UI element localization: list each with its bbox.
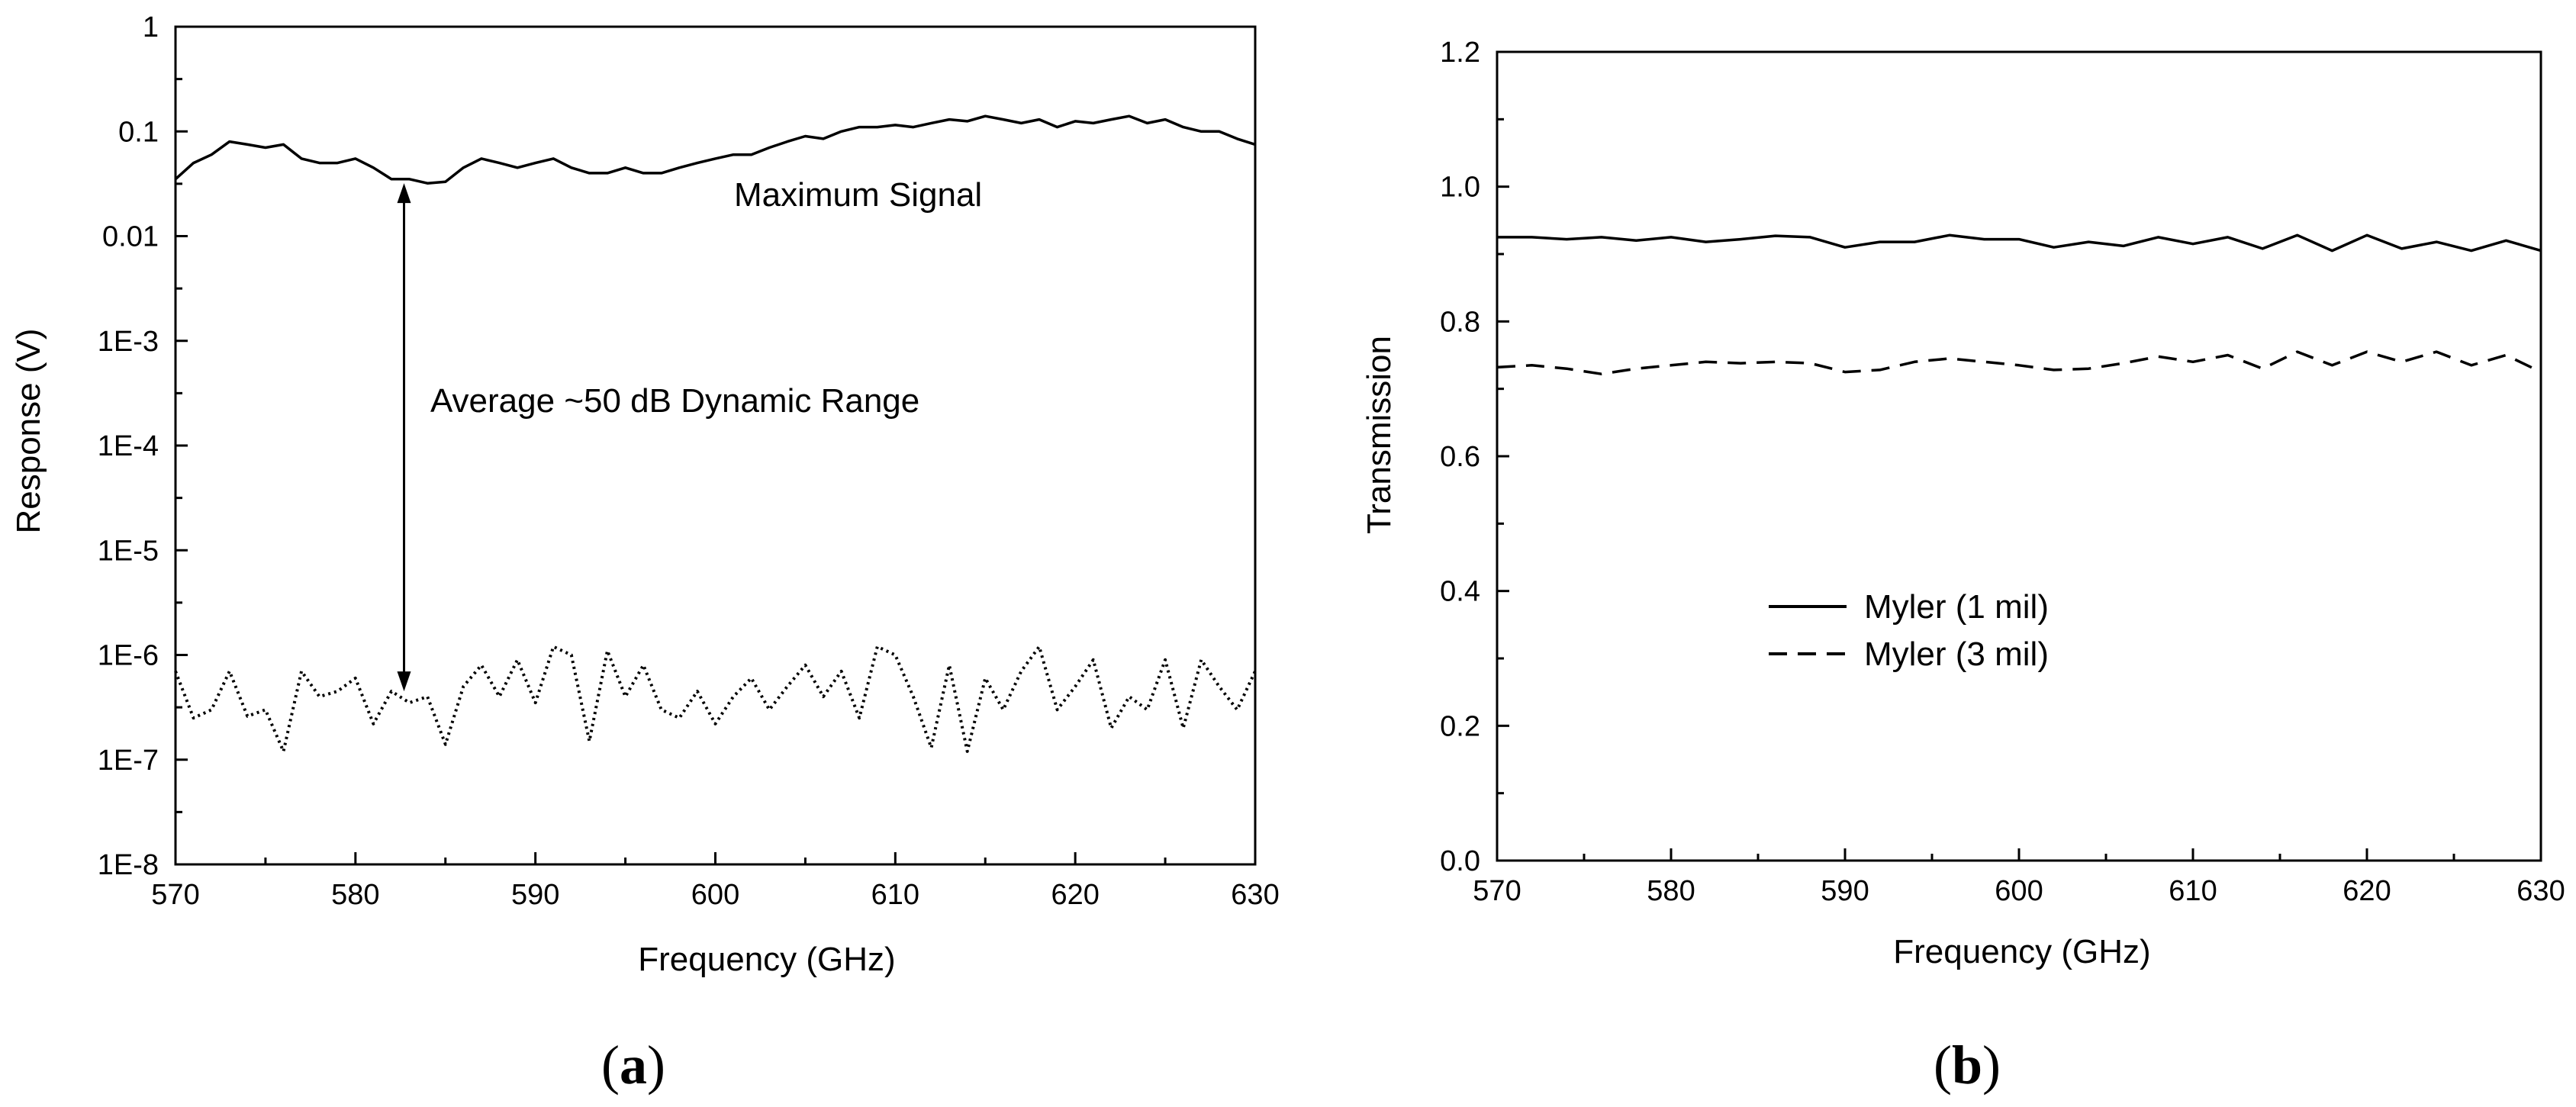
chart-a-x-tick-label: 620	[1051, 879, 1099, 911]
chart-b-x-tick-label: 590	[1821, 875, 1869, 907]
chart-b-y-tick-label: 1.0	[1440, 172, 1480, 204]
annotation-maximum-signal: Maximum Signal	[734, 176, 982, 214]
chart-b-y-tick-label: 0.2	[1440, 710, 1480, 742]
chart-a-y-tick-label: 1E-4	[98, 430, 159, 462]
chart-a-series-solid-line	[174, 114, 1256, 185]
arrow-head-top	[397, 183, 411, 204]
panel-label-b-letter: b	[1952, 1035, 1982, 1096]
chart-b-ylabel: Transmission	[1360, 336, 1398, 534]
chart-a-y-tick-label: 1E-7	[98, 745, 159, 777]
chart-b-x-tick-label: 570	[1473, 875, 1521, 907]
chart-b-series-myler-1-mil-	[1497, 233, 2542, 253]
chart-b-x-tick-label: 580	[1647, 875, 1695, 907]
chart-b-plot-frame	[1496, 50, 2542, 862]
chart-b-y-tick-label: 0.4	[1440, 576, 1480, 608]
chart-a-x-tick-label: 630	[1231, 879, 1279, 911]
chart-b-y-tick-label: 0.6	[1440, 441, 1480, 473]
panel-label-a-letter: a	[620, 1035, 647, 1096]
chart-a-x-tick-label: 570	[151, 879, 199, 911]
legend-label-3mil: Myler (3 mil)	[1864, 636, 2049, 673]
chart-a-y-tick-label: 0.1	[118, 116, 159, 148]
chart-b-x-tick-label: 610	[2169, 875, 2217, 907]
chart-a-x-tick-label: 600	[691, 879, 739, 911]
chart-b-axes: 570 580 590 600 610 620 630 0.0 0.2 0.4 0.6 0.8 1.0 1…	[1440, 37, 2565, 907]
chart-a-x-tick-label: 610	[871, 879, 919, 911]
panel-label-a: (a)	[601, 1035, 665, 1096]
chart-a-axes: 570 580 590 600 610 620 630 1E-8 1E-7 1E-6 1E-5 1E-…	[98, 11, 1280, 911]
chart-b-y-tick-label: 0.8	[1440, 306, 1480, 338]
chart-a-y-tick-label: 0.01	[102, 221, 159, 253]
chart-a-xlabel: Frequency (GHz)	[638, 941, 895, 978]
chart-a-series-dotted-line	[174, 645, 1257, 753]
chart-b-x-tick-label: 630	[2516, 875, 2565, 907]
chart-b-y-tick-label: 1.2	[1440, 37, 1480, 69]
dynamic-range-arrow	[397, 183, 411, 692]
chart-a-y-tick-label: 1E-3	[98, 326, 159, 358]
chart-b-x-tick-label: 620	[2343, 875, 2391, 907]
chart-a-ylabel: Response (V)	[10, 328, 47, 533]
annotation-dynamic-range: Average ~50 dB Dynamic Range	[430, 382, 919, 420]
chart-a-y-tick-label: 1E-5	[98, 535, 159, 567]
panel-label-b: (b)	[1934, 1035, 2001, 1096]
chart-b-x-tick-label: 600	[1995, 875, 2043, 907]
chart-b-xlabel: Frequency (GHz)	[1893, 933, 2150, 970]
chart-b-series	[1496, 233, 2542, 375]
chart-a-plot-frame	[174, 25, 1257, 866]
chart-b: 570 580 590 600 610 620 630 0.0 0.2 0.4 0.6 0.8 1.0 1…	[1360, 37, 2565, 1096]
chart-b-legend: Myler (1 mil) Myler (3 mil)	[1769, 588, 2049, 673]
chart-b-series-myler-3-mil-	[1496, 350, 2542, 375]
chart-a-series	[174, 114, 1257, 753]
chart-a: 570 580 590 600 610 620 630 1E-8 1E-7 1E-6 1E-5 1E-…	[10, 11, 1280, 1096]
arrow-head-bottom	[397, 671, 411, 692]
chart-a-y-tick-label: 1	[143, 11, 159, 43]
legend-label-1mil: Myler (1 mil)	[1864, 588, 2049, 626]
chart-a-y-tick-label: 1E-8	[98, 849, 159, 881]
chart-a-x-tick-label: 590	[511, 879, 559, 911]
chart-a-y-tick-label: 1E-6	[98, 640, 159, 672]
chart-b-y-tick-label: 0.0	[1440, 845, 1480, 877]
chart-a-x-tick-label: 580	[331, 879, 379, 911]
